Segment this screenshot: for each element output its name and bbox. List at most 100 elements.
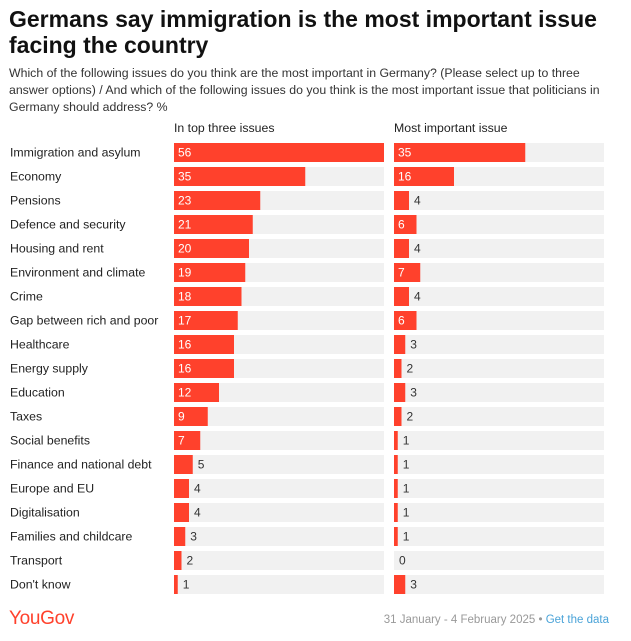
category-label: Gap between rich and poor [10,314,158,328]
data-label: 4 [414,290,421,304]
bar [174,335,234,354]
bar-track [394,551,604,570]
category-label: Families and childcare [10,530,132,544]
series-header-most-important: Most important issue [394,121,508,135]
bar-track [394,383,604,402]
bar [174,263,246,282]
data-label: 2 [187,554,194,568]
bar [174,527,186,546]
bar [394,575,406,594]
data-label: 56 [178,146,192,160]
data-label: 4 [194,506,201,520]
bar-track [174,503,384,522]
data-label: 16 [178,338,192,352]
bar-track [394,359,604,378]
data-label: 9 [178,410,185,424]
yougov-logo: YouGov [9,608,75,629]
get-the-data-link[interactable]: Get the data [545,614,609,626]
bar [174,479,189,498]
data-label: 21 [178,218,192,232]
data-label: 35 [178,170,192,184]
category-label: Digitalisation [10,506,80,520]
category-label: Immigration and asylum [10,146,141,160]
bar-track [394,335,604,354]
bar-track [394,527,604,546]
category-label: Energy supply [10,362,89,376]
category-label: Social benefits [10,434,90,448]
bar [394,263,421,282]
data-label: 4 [414,242,421,256]
data-label: 12 [178,386,192,400]
data-label: 6 [398,314,405,328]
bar-track [174,431,384,450]
bar [394,527,398,546]
data-label: 3 [410,338,417,352]
data-label: 1 [403,482,410,496]
data-label: 3 [410,578,417,592]
bar-track [174,383,384,402]
bar [394,455,398,474]
bar-track [394,479,604,498]
bar-track [174,407,384,426]
category-label: Taxes [10,410,42,424]
category-label: Economy [10,170,62,184]
data-label: 4 [194,482,201,496]
bar [394,311,417,330]
bar [394,191,409,210]
data-label: 3 [410,386,417,400]
data-label: 16 [398,170,412,184]
data-label: 6 [398,218,405,232]
bar [174,503,189,522]
category-label: Crime [10,290,43,304]
bar-track [174,479,384,498]
data-label: 2 [407,410,414,424]
bar [174,455,193,474]
bar [394,383,406,402]
category-label: Finance and national debt [10,458,152,472]
bar [394,143,526,162]
category-label: Housing and rent [10,242,104,256]
bar [394,431,398,450]
date-range: 31 January - 4 February 2025 [383,614,536,626]
series-header-top-three: In top three issues [174,121,275,135]
footer-separator: • [535,614,546,626]
category-label: Environment and climate [10,266,145,280]
data-label: 1 [183,578,190,592]
bar [174,551,182,570]
data-label: 7 [398,266,405,280]
bar-track [394,503,604,522]
bar [174,167,306,186]
bar-track [394,287,604,306]
bar [174,431,201,450]
bar [174,191,261,210]
chart-subtitle: Which of the following issues do you thi… [9,66,600,114]
category-label: Transport [10,554,63,568]
bar [174,287,242,306]
chart-title: Germans say immigration is the most impo… [9,6,597,58]
data-label: 16 [178,362,192,376]
bar-track [174,455,384,474]
bar-track [174,551,384,570]
bar [174,215,253,234]
bar [174,311,238,330]
data-label: 0 [399,554,406,568]
data-label: 1 [403,434,410,448]
bar [174,239,249,258]
category-label: Europe and EU [10,482,94,496]
bar-track [394,239,604,258]
bar [174,383,219,402]
category-label: Defence and security [10,218,126,232]
bar-track [394,215,604,234]
bar [174,407,208,426]
bar-track [394,407,604,426]
bar [174,575,178,594]
data-label: 5 [198,458,205,472]
data-label: 19 [178,266,192,280]
bar-track [394,311,604,330]
category-label: Education [10,386,65,400]
data-label: 20 [178,242,192,256]
bar-track [394,575,604,594]
bar [394,503,398,522]
bar [394,167,454,186]
